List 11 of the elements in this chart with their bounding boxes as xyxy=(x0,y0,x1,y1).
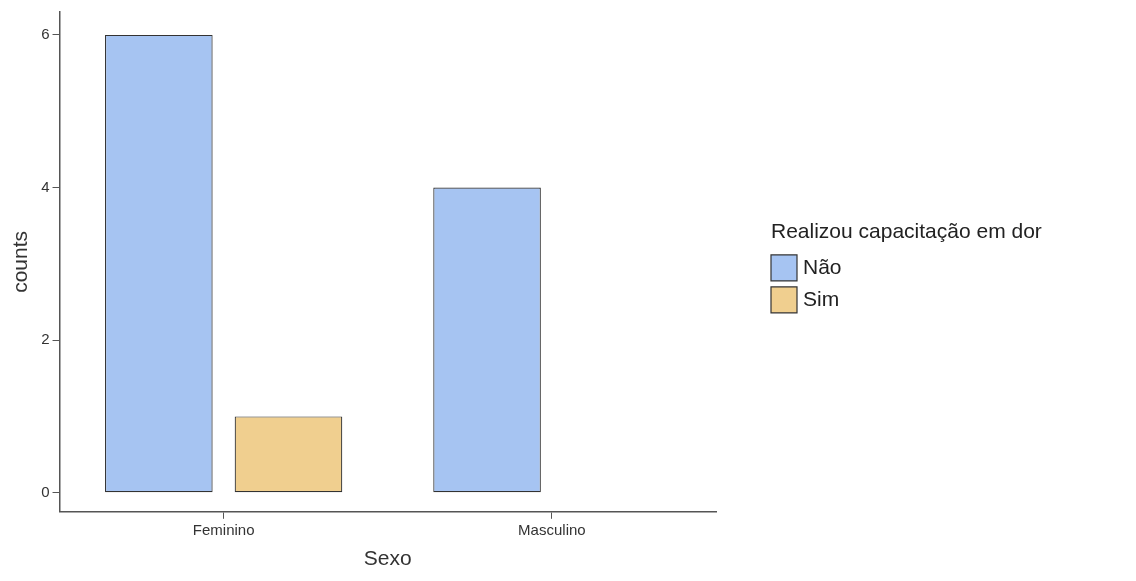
y-tick-label: 4 xyxy=(41,177,50,195)
legend-title: Realizou capacitação em dor xyxy=(771,218,1042,242)
legend-label: Sim xyxy=(803,286,840,310)
y-tick-label: 0 xyxy=(41,482,50,500)
y-axis-title: counts xyxy=(8,230,32,293)
x-tick-label: Feminino xyxy=(192,520,255,538)
x-tick-label: Masculino xyxy=(518,520,586,538)
y-tick-label: 6 xyxy=(41,25,50,43)
x-axis-title: Sexo xyxy=(363,546,412,570)
legend-label: Não xyxy=(803,254,842,278)
y-tick-label: 2 xyxy=(41,330,50,348)
